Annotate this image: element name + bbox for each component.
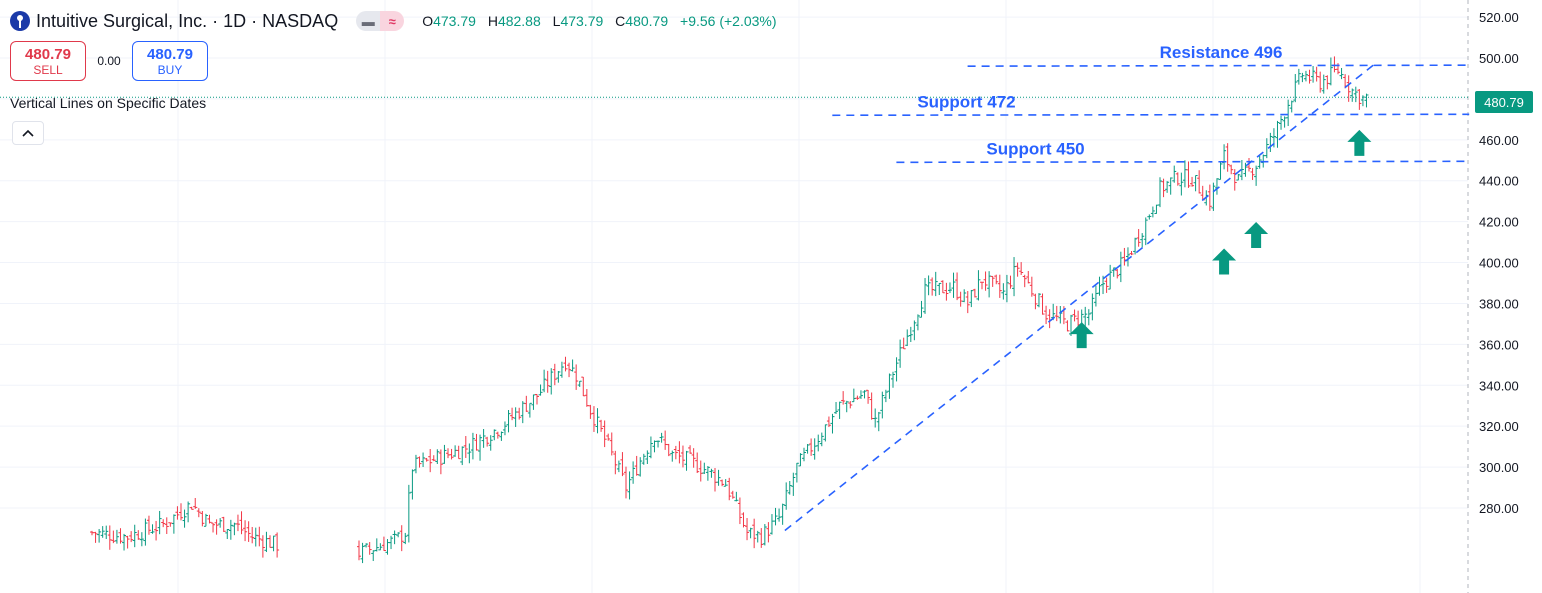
low-label: L xyxy=(552,13,561,29)
level-label: Support 450 xyxy=(986,139,1084,158)
arrow-up-icon xyxy=(1347,129,1372,156)
y-tick-label: 280.00 xyxy=(1479,501,1519,516)
close-label: C xyxy=(615,13,626,29)
y-tick-label: 500.00 xyxy=(1479,51,1519,66)
y-tick-label: 380.00 xyxy=(1479,296,1519,311)
approx-icon[interactable]: ≈ xyxy=(380,11,405,31)
sell-label: SELL xyxy=(33,62,63,77)
y-tick-label: 520.00 xyxy=(1479,10,1519,25)
exchange-label: NASDAQ xyxy=(262,10,339,31)
open-label: O xyxy=(422,13,434,29)
chevron-up-icon xyxy=(22,124,34,142)
y-tick-label: 300.00 xyxy=(1479,460,1519,475)
close-value: 480.79 xyxy=(625,13,669,29)
y-tick-label: 320.00 xyxy=(1479,419,1519,434)
y-tick-label: 420.00 xyxy=(1479,215,1519,230)
level-line xyxy=(967,64,1470,67)
y-tick-label: 360.00 xyxy=(1479,337,1519,352)
low-value: 473.79 xyxy=(560,13,604,29)
symbol-title[interactable]: Intuitive Surgical, Inc. · 1D · NASDAQ xyxy=(36,11,338,32)
level-label: Support 472 xyxy=(917,92,1015,111)
buy-label: BUY xyxy=(157,62,183,77)
high-label: H xyxy=(487,13,498,29)
level-line xyxy=(832,113,1470,117)
high-value: 482.88 xyxy=(497,13,541,29)
arrow-up-icon xyxy=(1244,221,1269,248)
y-tick-label: 440.00 xyxy=(1479,174,1519,189)
trade-panel: 480.79 SELL 0.00 480.79 BUY xyxy=(10,41,208,81)
trend-line xyxy=(784,61,1378,532)
last-price-tag: 480.79 xyxy=(1475,91,1533,113)
arrow-up-icon xyxy=(1212,248,1237,275)
y-tick-label: 460.00 xyxy=(1479,133,1519,148)
symbol-header: Intuitive Surgical, Inc. · 1D · NASDAQ ▬… xyxy=(10,8,785,34)
level-line xyxy=(896,160,1470,164)
interval-label[interactable]: 1D xyxy=(223,10,247,31)
indicator-legend[interactable]: Vertical Lines on Specific Dates xyxy=(10,95,207,111)
compare-toggle[interactable]: ▬ ≈ xyxy=(356,11,405,31)
arrow-up-icon xyxy=(1069,322,1094,349)
spread-value: 0.00 xyxy=(97,54,121,68)
symbol-logo-icon xyxy=(10,11,30,31)
level-label: Resistance 496 xyxy=(1160,43,1283,62)
ohlc-values: O473.79 H482.88 L473.79 C480.79 +9.56 (+… xyxy=(422,13,784,29)
y-tick-label: 340.00 xyxy=(1479,378,1519,393)
title-separator: · xyxy=(212,10,219,31)
minus-icon[interactable]: ▬ xyxy=(356,11,381,31)
open-value: 473.79 xyxy=(433,13,476,29)
collapse-button[interactable] xyxy=(12,121,44,145)
change-value: +9.56 (+2.03%) xyxy=(680,13,777,29)
symbol-name: Intuitive Surgical, Inc. xyxy=(36,10,208,31)
title-separator-2: · xyxy=(251,10,258,31)
buy-button[interactable]: 480.79 BUY xyxy=(132,41,208,81)
y-tick-label: 400.00 xyxy=(1479,256,1519,271)
sell-price: 480.79 xyxy=(25,45,71,63)
buy-price: 480.79 xyxy=(147,45,193,63)
sell-button[interactable]: 480.79 SELL xyxy=(10,41,86,81)
